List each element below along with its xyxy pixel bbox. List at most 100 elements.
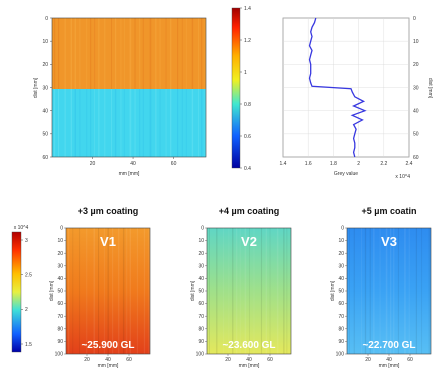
- top-streak: [114, 89, 117, 157]
- panel-streak: [415, 228, 417, 354]
- top-streak: [104, 89, 106, 157]
- panel-streak: [244, 228, 247, 354]
- top-streak: [74, 89, 76, 157]
- panel-y-tick-label: 60: [338, 301, 344, 307]
- top-streak: [191, 89, 194, 157]
- top-streak: [110, 18, 112, 89]
- panel-streak: [118, 228, 120, 354]
- panel-streak: [93, 228, 96, 354]
- top-colorbar-ticks: 1.4 1.2 1 0.8 0.6 0.4: [240, 6, 251, 172]
- top-colorbar-tick-label: 1.2: [244, 38, 251, 44]
- panel-y-tick-label: 10: [57, 238, 63, 244]
- panel-streak: [421, 228, 423, 354]
- panel-streak: [408, 228, 410, 354]
- bottom-colorbar-tick-label: 3: [25, 238, 28, 244]
- profile-x-tick-label: 2: [357, 161, 360, 167]
- panel-streak: [122, 228, 125, 354]
- panel-streak: [373, 228, 375, 354]
- panel-streak: [72, 228, 74, 354]
- top-streak: [149, 18, 152, 89]
- panel-y-tick-label: 70: [198, 314, 204, 320]
- panel-y-tick-label: 0: [201, 226, 204, 232]
- bottom-colorbar-tick-label: 2: [25, 307, 28, 313]
- top-x-tick-label: 40: [130, 161, 136, 167]
- top-streak: [120, 89, 122, 157]
- profile-y-ticks: 0 10 20 30 40 50 60: [413, 16, 419, 161]
- panel-y-tick-label: 20: [198, 251, 204, 257]
- panel-streak: [107, 228, 109, 354]
- bottom-colorbar-tick-label: 2.5: [25, 272, 32, 278]
- top-y-tick-label: 40: [42, 108, 48, 114]
- top-streak: [57, 18, 60, 89]
- top-streak: [155, 18, 157, 89]
- profile-grid: [282, 17, 410, 158]
- panel-streak: [404, 228, 406, 354]
- profile-y-tick-label: 50: [413, 132, 419, 138]
- profile-x-multiplier: x 10^4: [395, 174, 410, 180]
- top-y-tick-label: 30: [42, 85, 48, 91]
- panel-y-tick-label: 80: [198, 326, 204, 332]
- top-streak: [123, 18, 125, 89]
- panel-heatmap: [347, 228, 431, 354]
- panel-streak: [364, 228, 367, 354]
- top-x-tick-label: 60: [171, 161, 177, 167]
- panel-x-tick-label: 20: [84, 357, 90, 363]
- profile-x-ticks: 1.4 1.6 1.8 2 2.2 2.4: [280, 161, 413, 167]
- top-streak: [86, 89, 88, 157]
- top-colorbar-scale: [231, 7, 241, 169]
- top-y-tick-label: 0: [45, 16, 48, 22]
- panel-y-tick-label: 20: [57, 251, 63, 257]
- top-streak: [134, 89, 136, 157]
- profile-line: [308, 17, 367, 158]
- panel-streak: [112, 228, 114, 354]
- top-streak: [181, 89, 183, 157]
- top-heatmap-x-ticks: 20 40 60: [90, 157, 177, 167]
- top-streak: [90, 89, 92, 157]
- top-streak: [181, 18, 183, 89]
- top-heatmap-xlabel: mm [mm]: [119, 171, 140, 177]
- panel-y-tick-label: 50: [338, 289, 344, 295]
- panel-streak: [397, 228, 399, 354]
- top-streak: [129, 89, 132, 157]
- top-streak: [104, 18, 106, 89]
- panel-title: +5 µm coatin: [362, 206, 417, 216]
- panel-y-tick-label: 10: [198, 238, 204, 244]
- profile-y-tick-label: 20: [413, 62, 419, 68]
- top-colorbar-tick-label: 0.6: [244, 134, 251, 140]
- panel-y-tick-label: 70: [338, 314, 344, 320]
- panel-y-tick-label: 80: [338, 326, 344, 332]
- top-streak: [64, 18, 66, 89]
- panel-streak: [228, 228, 230, 354]
- panel-heatmap: [207, 228, 291, 354]
- top-streak: [98, 18, 100, 89]
- panel-streak: [349, 228, 350, 354]
- top-heatmap-y-ticks: 0 10 20 30 40 50 60: [42, 16, 52, 161]
- top-streak: [170, 89, 172, 157]
- profile-x-tick-label: 1.4: [280, 161, 287, 167]
- top-streak: [198, 18, 199, 89]
- top-colorbar-tick-label: 1.4: [244, 6, 251, 12]
- profile-y-tick-label: 10: [413, 39, 419, 45]
- panel-y-tick-label: 90: [57, 339, 63, 345]
- top-streak: [165, 89, 167, 157]
- panel-streak: [232, 228, 234, 354]
- top-y-tick-label: 60: [42, 155, 48, 161]
- panel-y-tick-label: 40: [57, 276, 63, 282]
- panel-heatmap: [66, 228, 150, 354]
- panel-value-label: ~22.700 GL: [362, 340, 415, 351]
- panel-y-tick-label: 100: [336, 352, 345, 358]
- panel-streak: [216, 228, 218, 354]
- top-streak: [123, 89, 125, 157]
- panel-x-tick-label: 40: [246, 357, 252, 363]
- panel-streak: [143, 228, 146, 354]
- top-streak: [170, 18, 172, 89]
- panel-label: V2: [241, 234, 257, 249]
- panel-streak: [148, 228, 150, 354]
- profile-y-tick-label: 30: [413, 85, 419, 91]
- top-streak: [149, 89, 152, 157]
- top-streak: [79, 89, 81, 157]
- panel-x-tick-label: 20: [225, 357, 231, 363]
- top-streak: [64, 89, 66, 157]
- bottom-colorbar-multiplier: x 10^4: [14, 225, 29, 231]
- panel-x-tick-label: 40: [105, 357, 111, 363]
